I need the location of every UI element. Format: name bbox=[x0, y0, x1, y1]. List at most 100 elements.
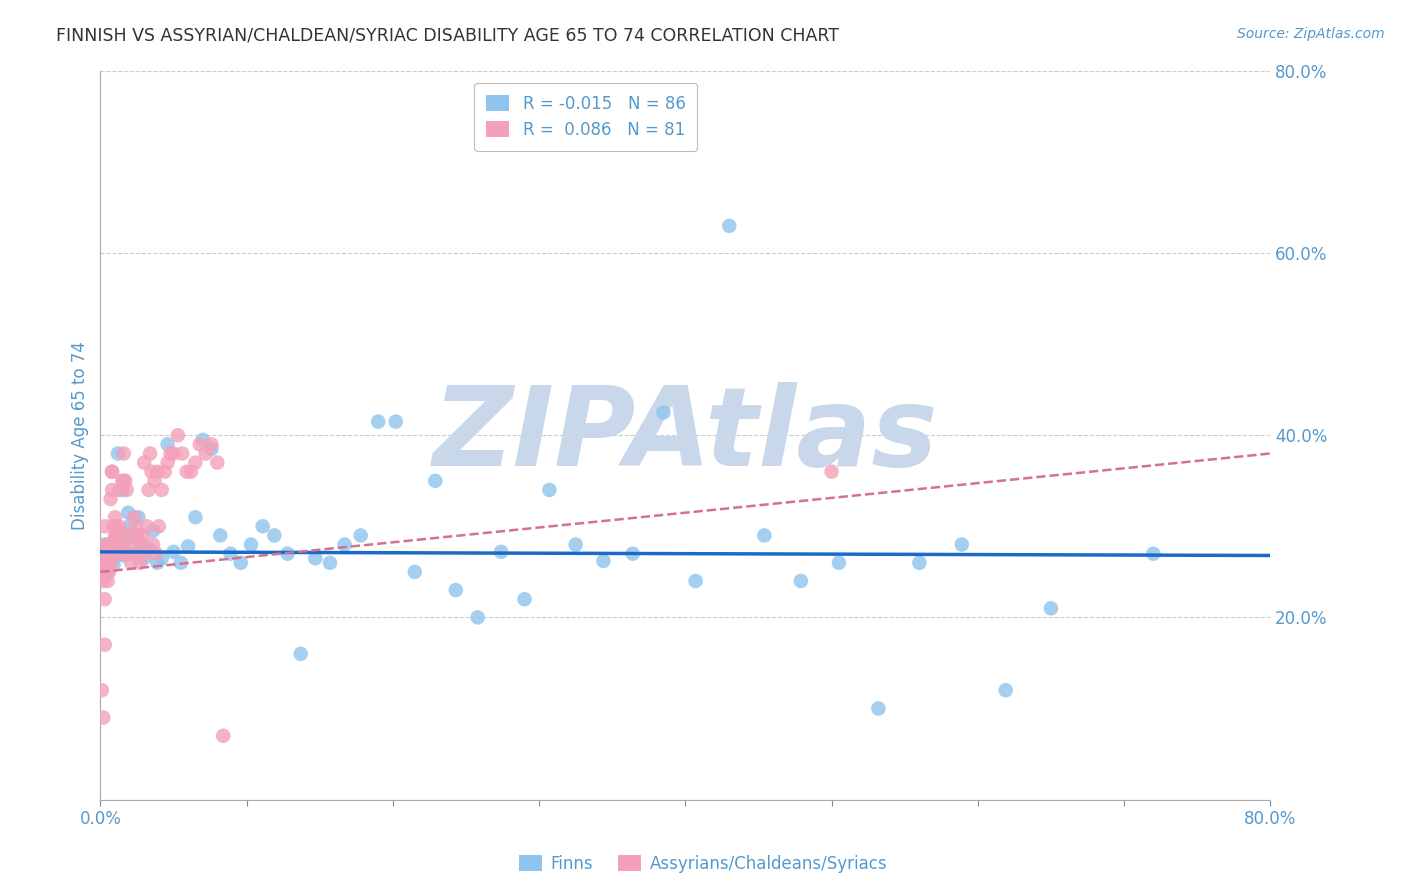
Point bbox=[350, 528, 373, 542]
Point bbox=[145, 547, 167, 561]
Point bbox=[97, 565, 120, 579]
Point bbox=[290, 647, 312, 661]
Point bbox=[138, 542, 160, 557]
Point bbox=[90, 683, 112, 698]
Point bbox=[103, 547, 125, 561]
Point bbox=[153, 465, 176, 479]
Point bbox=[184, 456, 207, 470]
Point bbox=[101, 465, 124, 479]
Point bbox=[538, 483, 561, 497]
Point bbox=[103, 537, 125, 551]
Point bbox=[98, 558, 121, 572]
Point bbox=[150, 483, 173, 497]
Point bbox=[134, 456, 156, 470]
Point bbox=[118, 528, 141, 542]
Point bbox=[188, 437, 211, 451]
Point bbox=[150, 551, 173, 566]
Point bbox=[162, 446, 184, 460]
Point bbox=[132, 528, 155, 542]
Point bbox=[110, 528, 132, 542]
Point bbox=[90, 551, 112, 566]
Point bbox=[135, 547, 157, 561]
Point bbox=[120, 556, 142, 570]
Point bbox=[134, 551, 156, 566]
Point bbox=[114, 545, 136, 559]
Point bbox=[333, 537, 356, 551]
Point bbox=[229, 556, 252, 570]
Point bbox=[112, 446, 135, 460]
Point bbox=[219, 547, 242, 561]
Point bbox=[101, 537, 124, 551]
Point bbox=[467, 610, 489, 624]
Text: Source: ZipAtlas.com: Source: ZipAtlas.com bbox=[1237, 27, 1385, 41]
Point bbox=[101, 465, 124, 479]
Point bbox=[107, 547, 129, 561]
Point bbox=[93, 537, 115, 551]
Point bbox=[93, 547, 115, 561]
Point bbox=[754, 528, 776, 542]
Point bbox=[125, 528, 148, 542]
Point bbox=[156, 437, 179, 451]
Point bbox=[107, 446, 129, 460]
Point bbox=[200, 437, 222, 451]
Point bbox=[170, 556, 193, 570]
Point bbox=[110, 542, 132, 557]
Point bbox=[263, 528, 285, 542]
Point bbox=[105, 528, 128, 542]
Point bbox=[425, 474, 447, 488]
Point bbox=[100, 537, 122, 551]
Point bbox=[194, 446, 217, 460]
Point bbox=[117, 547, 139, 561]
Point bbox=[167, 428, 190, 442]
Point bbox=[404, 565, 426, 579]
Point bbox=[96, 560, 118, 574]
Point bbox=[124, 528, 146, 542]
Point bbox=[100, 542, 122, 557]
Point bbox=[139, 446, 162, 460]
Point bbox=[112, 474, 135, 488]
Point bbox=[96, 549, 118, 563]
Point bbox=[950, 537, 973, 551]
Point bbox=[93, 554, 115, 568]
Point bbox=[103, 519, 125, 533]
Point bbox=[121, 547, 143, 561]
Point bbox=[162, 545, 184, 559]
Point bbox=[129, 537, 152, 551]
Point bbox=[91, 545, 114, 559]
Point bbox=[159, 446, 181, 460]
Point bbox=[98, 565, 121, 579]
Point bbox=[252, 519, 274, 533]
Point bbox=[868, 701, 890, 715]
Point bbox=[108, 519, 131, 533]
Point bbox=[146, 465, 169, 479]
Point bbox=[384, 415, 406, 429]
Point bbox=[96, 537, 118, 551]
Point bbox=[93, 519, 115, 533]
Point bbox=[138, 483, 160, 497]
Point bbox=[93, 638, 115, 652]
Point bbox=[143, 474, 166, 488]
Point bbox=[100, 556, 122, 570]
Point bbox=[200, 442, 222, 456]
Point bbox=[136, 519, 159, 533]
Point bbox=[112, 549, 135, 563]
Point bbox=[96, 547, 118, 561]
Point bbox=[104, 519, 127, 533]
Point bbox=[304, 551, 326, 566]
Point bbox=[367, 415, 389, 429]
Point bbox=[156, 456, 179, 470]
Point bbox=[96, 556, 118, 570]
Point bbox=[98, 545, 121, 559]
Y-axis label: Disability Age 65 to 74: Disability Age 65 to 74 bbox=[72, 341, 89, 530]
Point bbox=[93, 592, 115, 607]
Point bbox=[114, 474, 136, 488]
Point bbox=[115, 483, 138, 497]
Point bbox=[592, 554, 614, 568]
Point bbox=[97, 540, 120, 554]
Point bbox=[105, 549, 128, 563]
Point bbox=[209, 528, 232, 542]
Point bbox=[111, 547, 134, 561]
Point bbox=[184, 510, 207, 524]
Point bbox=[97, 556, 120, 570]
Point bbox=[98, 537, 121, 551]
